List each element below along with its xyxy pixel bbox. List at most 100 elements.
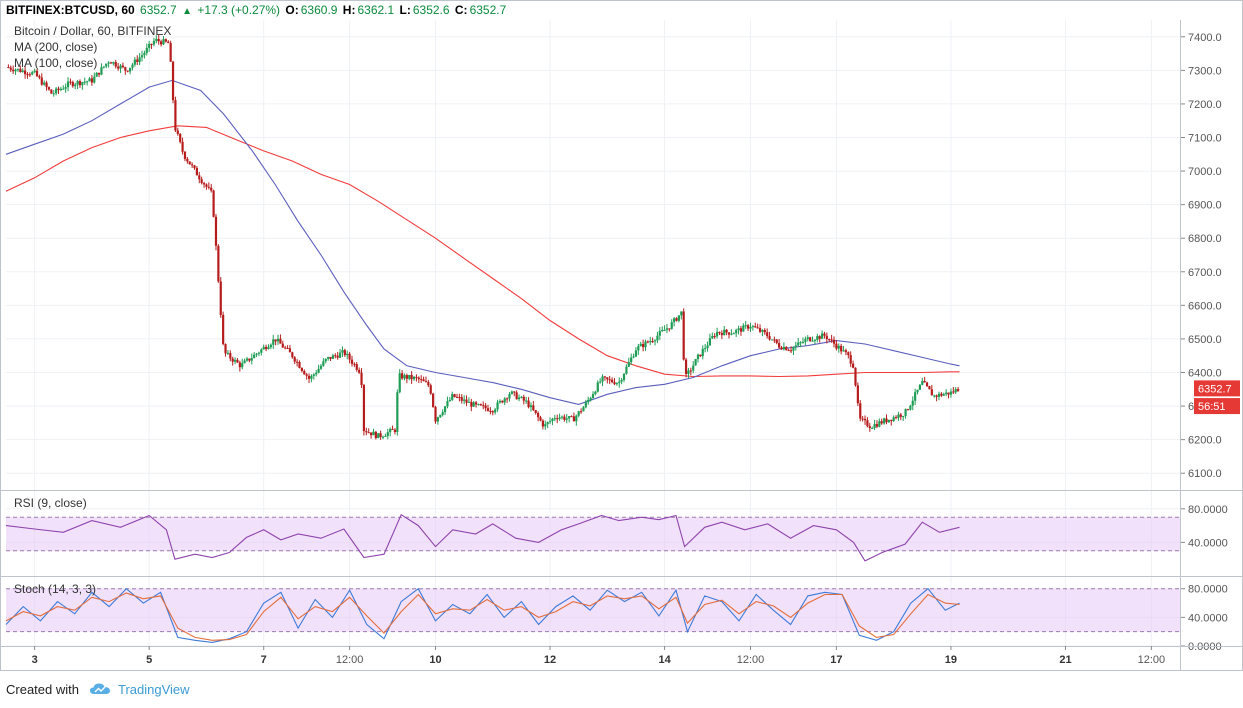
candle-body: [940, 393, 943, 396]
candle-body: [799, 342, 802, 344]
series-line-ma200: [5, 125, 960, 378]
candle-body: [789, 350, 793, 352]
legend-entry: MA (200, close): [14, 40, 97, 54]
candle-body: [391, 428, 394, 430]
x-tick-label: 3: [32, 654, 38, 666]
candle-body: [594, 391, 597, 395]
candle-body: [680, 311, 683, 316]
x-tick-label: 17: [830, 654, 842, 666]
candle-body: [231, 358, 234, 362]
candle-body: [608, 379, 611, 381]
x-tick-label: 12:00: [1138, 654, 1166, 666]
candle-body: [596, 382, 599, 392]
y-tick-label: 80.0000: [1188, 504, 1228, 516]
chart-canvas[interactable]: 6100.06200.06300.06400.06500.06600.06700…: [0, 0, 1243, 676]
candle-body: [255, 353, 258, 355]
candle-body: [291, 352, 294, 358]
candle-body: [828, 339, 831, 341]
price-badge-label: 6352.7: [1198, 383, 1232, 395]
x-tick-label: 5: [146, 654, 152, 666]
candle-body: [59, 88, 62, 90]
candle-body: [835, 343, 838, 349]
candle-body: [582, 407, 585, 412]
candle-body: [300, 367, 303, 371]
candle-body: [775, 339, 778, 344]
candle-body: [188, 161, 191, 165]
candle-body: [169, 43, 172, 62]
candle-body: [405, 375, 408, 379]
candle-body: [434, 407, 437, 422]
candle-body: [520, 396, 523, 398]
candle-body: [386, 432, 389, 436]
candle-body: [809, 337, 812, 342]
candle-body: [656, 335, 659, 341]
candle-body: [112, 62, 115, 64]
candle-body: [202, 183, 206, 185]
candle-body: [887, 419, 890, 423]
y-tick-label: 6500.0: [1188, 334, 1222, 346]
candle-body: [195, 167, 198, 176]
close-value: 6352.7: [469, 3, 507, 17]
candle-body: [145, 47, 148, 53]
y-tick-label: 6600.0: [1188, 300, 1222, 312]
candle-body: [143, 52, 146, 56]
candle-body: [615, 383, 618, 385]
candle-body: [229, 352, 232, 359]
candle-body: [19, 68, 22, 72]
candle-body: [403, 375, 406, 379]
candle-body: [840, 345, 843, 352]
candle-body: [718, 331, 721, 334]
pane-title: Stoch (14, 3, 3): [14, 582, 96, 596]
candle-body: [100, 67, 103, 75]
candle-body: [825, 335, 828, 340]
candle-body: [338, 352, 342, 358]
candle-body: [176, 130, 179, 134]
x-tick-label: 14: [658, 654, 671, 666]
candle-body: [670, 322, 673, 329]
candle-body: [95, 72, 98, 77]
candle-body: [236, 359, 239, 363]
pane-title: Bitcoin / Dollar, 60, BITFINEX: [14, 24, 171, 38]
candle-body: [128, 67, 132, 72]
last-price: 6352.7: [140, 3, 177, 17]
candle-body: [692, 365, 695, 371]
candle-body: [417, 377, 420, 380]
candle-body: [281, 343, 284, 348]
candle-body: [276, 338, 280, 342]
candle-body: [377, 433, 380, 439]
candle-body: [649, 341, 652, 343]
candle-body: [720, 333, 723, 336]
candle-body: [830, 339, 833, 341]
candle-body: [832, 339, 836, 344]
candle-body: [606, 377, 609, 380]
candle-body: [813, 339, 817, 341]
pane-title: RSI (9, close): [14, 496, 87, 510]
candle-body: [706, 345, 709, 349]
candle-body: [33, 70, 36, 73]
candle-body: [758, 328, 762, 332]
candle-body: [83, 81, 86, 83]
candle-body: [847, 352, 850, 356]
candle-body: [794, 345, 797, 348]
candle-body: [193, 165, 196, 168]
candle-body: [88, 78, 91, 82]
y-tick-label: 6400.0: [1188, 368, 1222, 380]
candle-body: [479, 404, 482, 406]
candle-body: [682, 311, 685, 360]
x-tick-label: 21: [1059, 654, 1071, 666]
candle-body: [422, 379, 425, 382]
candle-body: [245, 358, 249, 361]
candle-body: [646, 341, 649, 343]
candle-body: [897, 414, 900, 418]
candle-body: [365, 431, 368, 433]
candle-body: [341, 350, 344, 353]
candles: [7, 34, 960, 440]
tradingview-link[interactable]: TradingView: [118, 682, 190, 697]
candle-body: [28, 74, 31, 76]
candle-body: [704, 348, 707, 350]
candle-body: [699, 354, 702, 357]
candle-body: [45, 82, 48, 88]
candle-body: [916, 389, 919, 393]
candle-body: [181, 141, 184, 152]
candle-body: [711, 335, 714, 339]
